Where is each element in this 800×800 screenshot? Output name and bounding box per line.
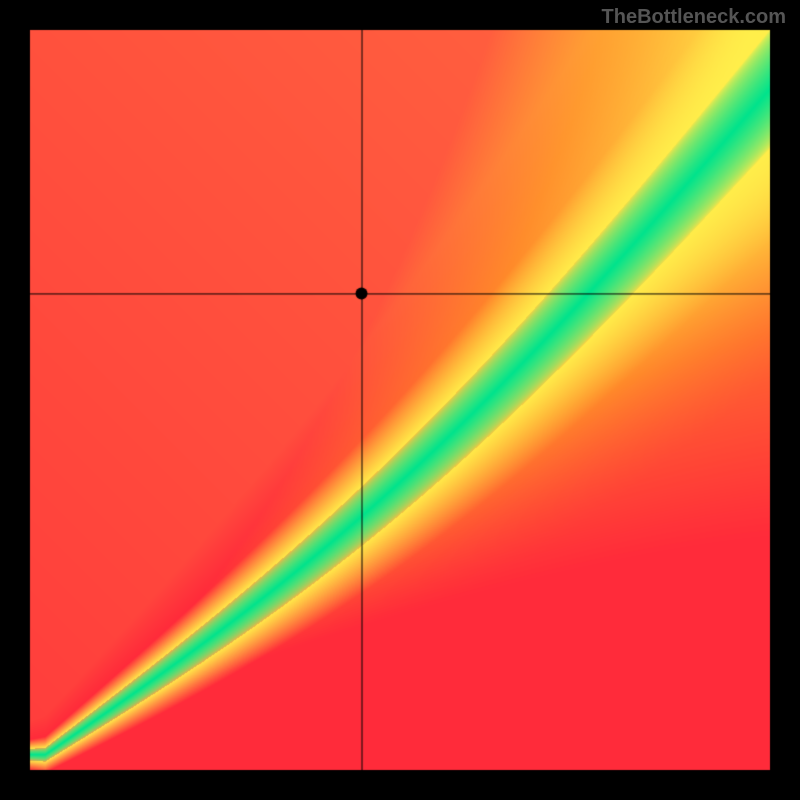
chart-container: TheBottleneck.com [0, 0, 800, 800]
bottleneck-heatmap [0, 0, 800, 800]
attribution-label: TheBottleneck.com [602, 6, 786, 29]
